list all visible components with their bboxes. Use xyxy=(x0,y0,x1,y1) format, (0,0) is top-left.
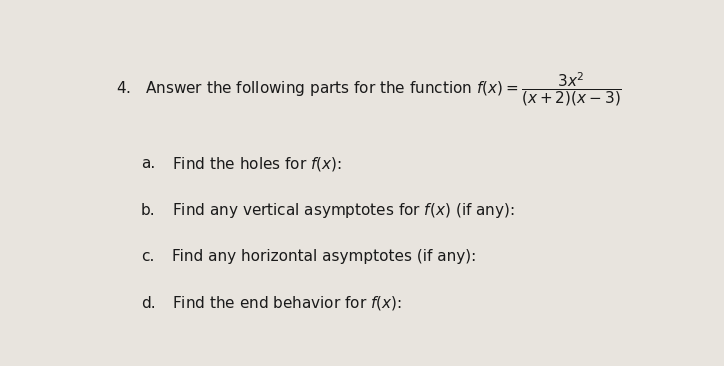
Text: Find any vertical asymptotes for $f(x)$ (if any):: Find any vertical asymptotes for $f(x)$ … xyxy=(172,201,515,220)
Text: a.: a. xyxy=(141,156,155,171)
Text: Find the holes for $f(x)$:: Find the holes for $f(x)$: xyxy=(172,155,342,173)
Text: Find any horizontal asymptotes (if any):: Find any horizontal asymptotes (if any): xyxy=(172,249,476,264)
Text: Find the end behavior for $f(x)$:: Find the end behavior for $f(x)$: xyxy=(172,294,402,312)
Text: 4.   Answer the following parts for the function $f(x) = \dfrac{3x^2}{(x+2)(x-3): 4. Answer the following parts for the fu… xyxy=(116,70,622,108)
Text: b.: b. xyxy=(141,203,156,218)
Text: d.: d. xyxy=(141,296,156,311)
Text: c.: c. xyxy=(141,249,154,264)
